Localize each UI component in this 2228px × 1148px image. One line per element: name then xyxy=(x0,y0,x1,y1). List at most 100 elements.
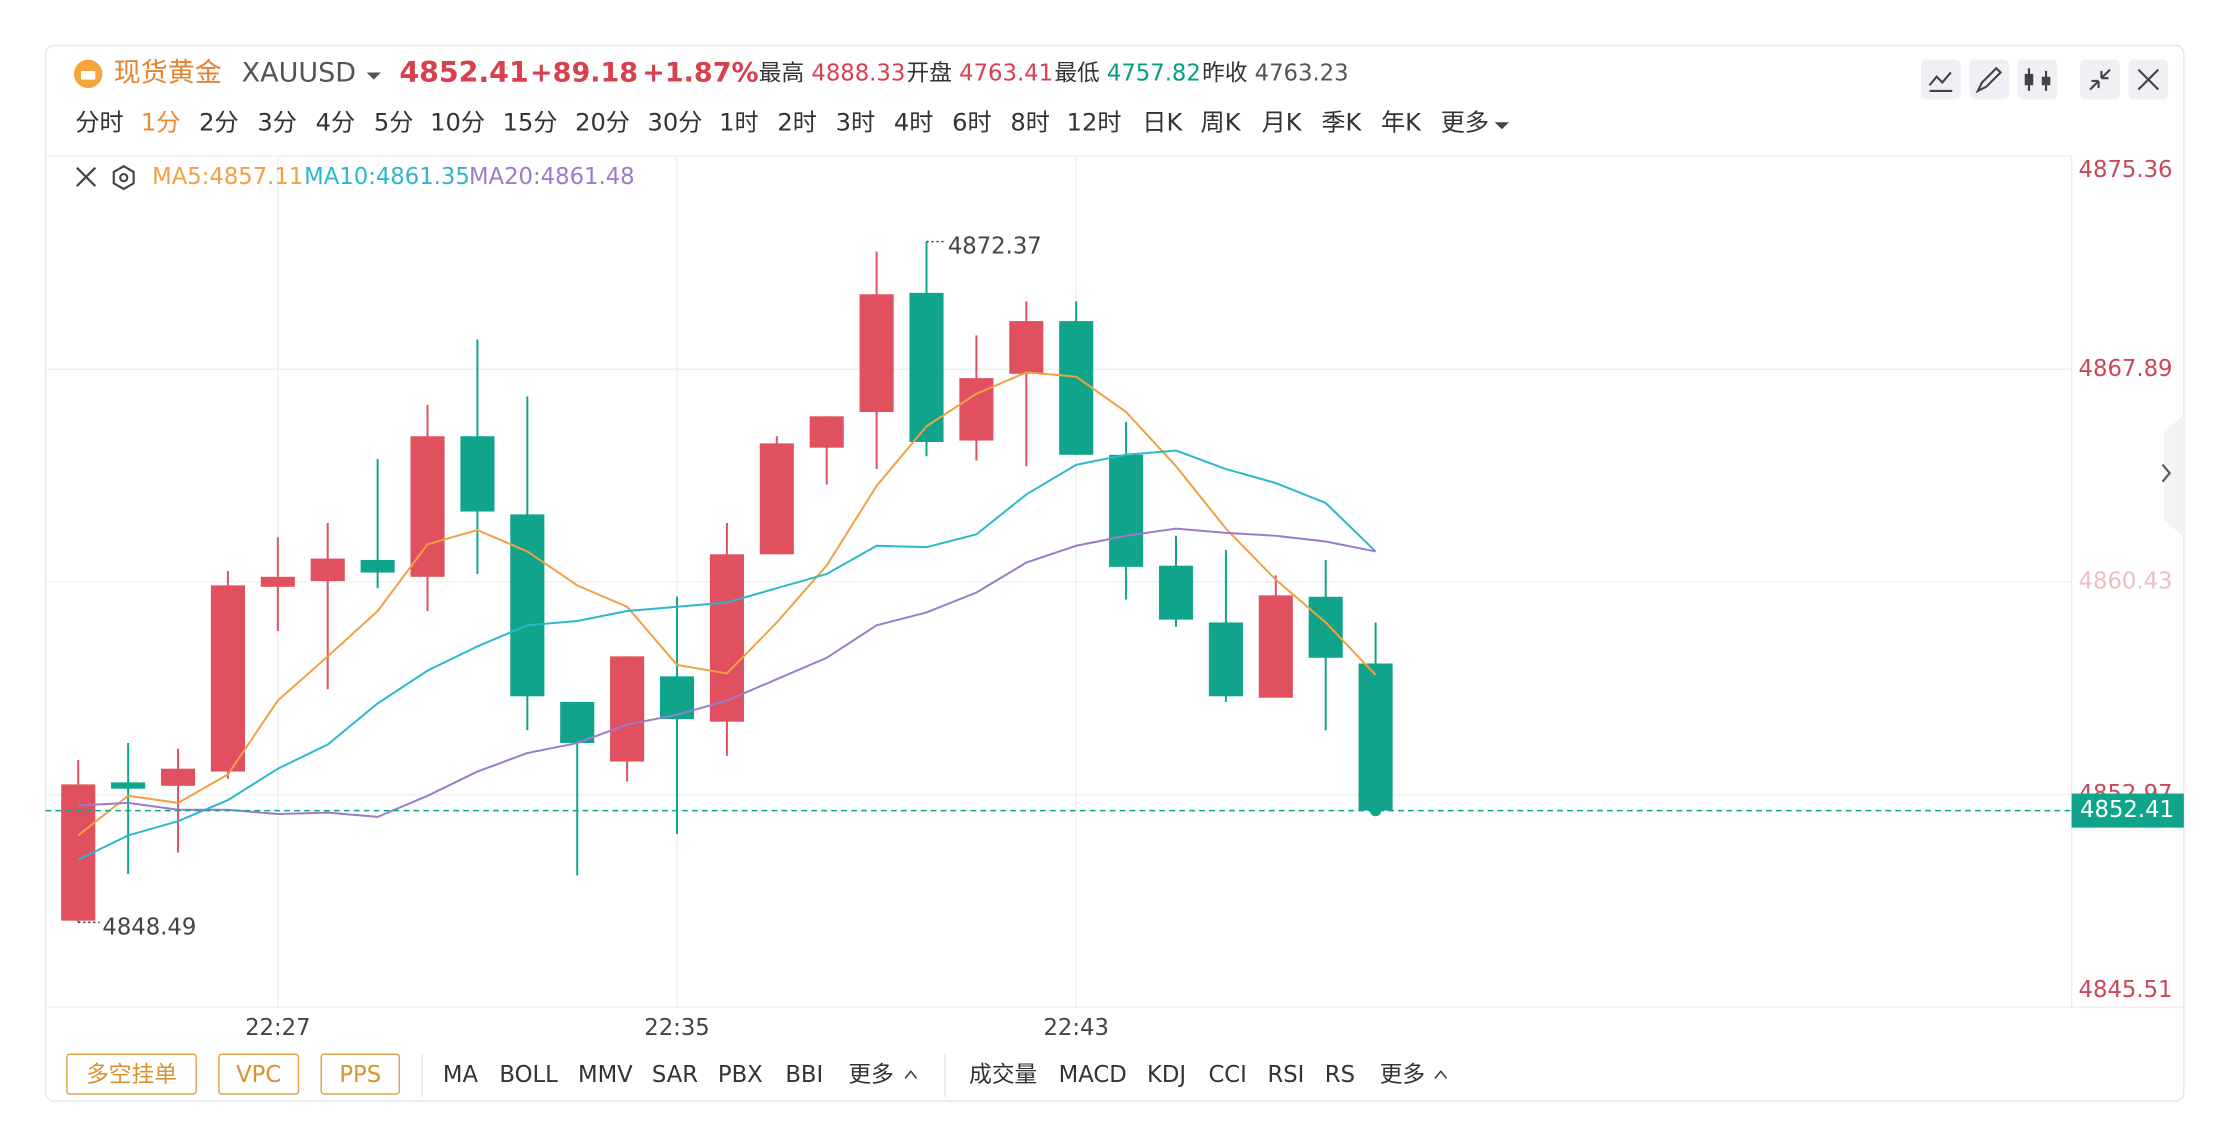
main-indicator[interactable]: SAR xyxy=(652,1062,698,1088)
period-tab[interactable]: 20分 xyxy=(575,109,630,137)
change: +89.18 xyxy=(530,57,638,88)
close-icon xyxy=(2137,68,2160,91)
period-tab[interactable]: 季K xyxy=(1321,109,1362,137)
candle-type-icon xyxy=(2024,73,2034,86)
period-tab[interactable]: 1分 xyxy=(141,109,181,137)
symbol[interactable]: XAUUSD xyxy=(242,57,356,88)
period-tab[interactable]: 6时 xyxy=(952,109,992,137)
side-tab[interactable] xyxy=(2163,414,2184,538)
stat-value: 4757.82 xyxy=(1107,60,1201,86)
period-tab[interactable]: 3分 xyxy=(257,109,296,137)
candle-body xyxy=(210,585,245,772)
candle-body xyxy=(659,676,695,720)
candle-body xyxy=(310,558,345,582)
candle-body xyxy=(61,784,96,921)
stat-label: 昨收 xyxy=(1202,60,1247,86)
sub-indicator[interactable]: 成交量 xyxy=(969,1062,1037,1088)
toggle-label: 多空挂单 xyxy=(86,1062,177,1088)
stat-label: 最低 xyxy=(1054,60,1099,86)
collapse-button[interactable] xyxy=(2080,59,2120,100)
candle-body xyxy=(959,378,994,441)
legend-entry: MA20:4861.48 xyxy=(469,164,635,190)
candle-body xyxy=(260,576,295,587)
candle-body xyxy=(1109,454,1144,567)
candle-body xyxy=(809,416,844,448)
period-tab[interactable]: 12时 xyxy=(1067,109,1122,137)
period-tab[interactable]: 5分 xyxy=(374,109,414,137)
period-tab[interactable]: 2时 xyxy=(777,109,817,137)
period-tab[interactable]: 3时 xyxy=(836,109,876,137)
period-tab[interactable]: 4时 xyxy=(894,109,934,137)
candle-body xyxy=(909,292,944,442)
main-indicator[interactable]: PBX xyxy=(718,1062,763,1088)
period-tab[interactable]: 8时 xyxy=(1010,109,1050,137)
toggle-label: VPC xyxy=(236,1062,281,1088)
draw-button[interactable] xyxy=(1969,59,2010,100)
tool-buttons xyxy=(1921,59,2169,100)
instrument-name: 现货黄金 xyxy=(114,57,222,88)
main-indicator[interactable]: MMV xyxy=(578,1062,633,1088)
settings-icon[interactable] xyxy=(112,165,135,191)
collapse-icon xyxy=(2089,68,2111,91)
low-label: 4848.49 xyxy=(102,915,196,941)
sub-indicator[interactable]: KDJ xyxy=(1147,1062,1186,1088)
symbol-caret[interactable] xyxy=(366,72,381,80)
period-tab[interactable]: 30分 xyxy=(648,109,703,137)
sub-indicator[interactable]: RS xyxy=(1325,1062,1355,1088)
y-tick-label: 4867.89 xyxy=(2079,356,2173,382)
candle-type-icon xyxy=(2041,76,2051,86)
y-tick-label: 4845.51 xyxy=(2079,977,2173,1003)
candle-body xyxy=(1258,595,1293,698)
last-price-label: 4852.41 xyxy=(2080,797,2174,823)
sub-indicator[interactable]: CCI xyxy=(1208,1062,1246,1088)
candle-body xyxy=(560,701,595,744)
period-tab[interactable]: 周K xyxy=(1201,109,1242,137)
candle-body xyxy=(610,656,645,762)
ma-line xyxy=(78,527,1376,818)
close-ma-icon[interactable] xyxy=(76,166,97,187)
stat-value: 4888.33 xyxy=(811,60,905,86)
period-tab[interactable]: 分时 xyxy=(75,109,123,137)
candle-body xyxy=(1308,596,1343,658)
candle-body xyxy=(759,443,794,555)
stat-value: 4763.23 xyxy=(1255,60,1349,86)
stat-label: 最高 xyxy=(759,60,804,86)
candle-type-button[interactable] xyxy=(2017,59,2058,100)
candle-body xyxy=(1208,622,1243,697)
candle-body xyxy=(1009,321,1044,374)
toggle-button[interactable] xyxy=(320,1053,401,1095)
sub-indicator[interactable]: RSI xyxy=(1267,1062,1304,1088)
main-indicator[interactable]: MA xyxy=(443,1062,479,1088)
caret-up xyxy=(904,1070,918,1079)
period-tab[interactable]: 4分 xyxy=(316,109,356,137)
sub-indicator[interactable]: 更多 xyxy=(1380,1062,1425,1088)
last-price-tag xyxy=(2071,793,2184,828)
more-caret xyxy=(1494,122,1509,130)
main-indicator[interactable]: 更多 xyxy=(848,1062,893,1088)
period-tab[interactable]: 10分 xyxy=(430,109,485,137)
period-tab[interactable]: 月K xyxy=(1262,109,1303,137)
main-indicator[interactable]: BBI xyxy=(785,1062,823,1088)
caret-up xyxy=(1434,1070,1448,1079)
main-indicator[interactable]: BOLL xyxy=(499,1062,558,1088)
sub-indicator[interactable]: MACD xyxy=(1059,1062,1127,1088)
price: 4852.41 xyxy=(399,56,528,89)
candle-body xyxy=(709,554,744,722)
candle-body xyxy=(510,514,545,697)
legend-entry: MA5:4857.11 xyxy=(152,164,303,190)
x-tick-label: 22:35 xyxy=(644,1015,709,1041)
indicator-icon xyxy=(1928,71,1953,92)
period-tab[interactable]: 更多 xyxy=(1441,109,1489,137)
toggle-button[interactable] xyxy=(66,1053,197,1095)
period-tab[interactable]: 2分 xyxy=(199,109,239,137)
x-tick-label: 22:43 xyxy=(1043,1015,1108,1041)
ma-line xyxy=(77,449,1377,861)
period-tab[interactable]: 日K xyxy=(1142,109,1183,137)
candle-body xyxy=(859,294,894,413)
toggle-button[interactable] xyxy=(218,1053,300,1095)
period-tab[interactable]: 1时 xyxy=(719,109,759,137)
candle-body xyxy=(1358,663,1393,811)
period-tab[interactable]: 年K xyxy=(1381,109,1422,137)
period-tab[interactable]: 15分 xyxy=(503,109,558,137)
